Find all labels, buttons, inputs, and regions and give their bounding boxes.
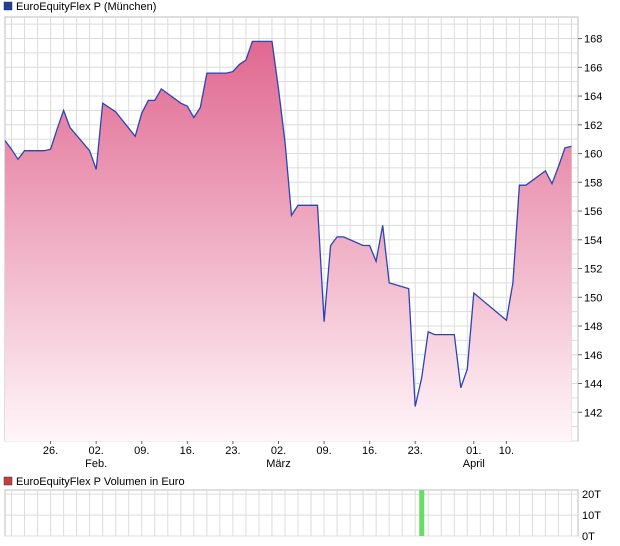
y-tick-label: 168	[584, 34, 602, 46]
x-month-label: März	[266, 458, 290, 470]
x-tick-label: 16.	[362, 445, 377, 457]
y-tick-label: 154	[584, 235, 602, 247]
price-line	[4, 40, 572, 407]
volume-y-tick-label: 20T	[582, 489, 601, 501]
volume-legend-swatch	[3, 476, 13, 486]
volume-grid	[5, 490, 578, 537]
x-tick-label: 23.	[225, 445, 240, 457]
x-tick-label: 02.	[271, 445, 286, 457]
y-tick-label: 156	[584, 206, 602, 218]
x-tick-label: 09.	[134, 445, 149, 457]
x-tick-label: 26.	[43, 445, 58, 457]
volume-bar	[419, 490, 425, 536]
volume-y-axis: 0T 10T 20T	[582, 489, 601, 543]
volume-panel-frame	[4, 489, 579, 537]
price-area	[5, 41, 572, 442]
x-tick-label: 10.	[499, 445, 514, 457]
y-tick-label: 160	[584, 149, 602, 161]
x-tick-label: 09.	[316, 445, 331, 457]
y-tick-label: 164	[584, 91, 602, 103]
y-tick-label: 150	[584, 292, 602, 304]
volume-y-tick-label: 0T	[582, 531, 595, 543]
y-tick-label: 166	[584, 62, 602, 74]
x-tick-label: 16.	[180, 445, 195, 457]
y-tick-label: 152	[584, 264, 602, 276]
x-tick-label: 23.	[408, 445, 423, 457]
y-tick-label: 148	[584, 321, 602, 333]
volume-legend-label: EuroEquityFlex P Volumen in Euro	[16, 476, 185, 488]
x-month-label: April	[463, 458, 485, 470]
y-tick-label: 146	[584, 350, 602, 362]
volume-bars	[419, 490, 425, 536]
y-tick-label: 158	[584, 177, 602, 189]
x-month-label: Feb.	[85, 458, 107, 470]
y-tick-label: 144	[584, 379, 602, 391]
x-tick-label: 02.	[89, 445, 104, 457]
price-y-axis: 142 144 146 148 150 152 154 156 158 160 162 164 166 1…	[578, 34, 602, 419]
y-tick-label: 162	[584, 120, 602, 132]
x-tick-label: 01.	[466, 445, 481, 457]
volume-y-tick-label: 10T	[582, 510, 601, 522]
y-tick-label: 142	[584, 407, 602, 419]
price-legend-label: EuroEquityFlex P (München)	[16, 1, 156, 13]
price-legend-swatch	[3, 1, 13, 11]
